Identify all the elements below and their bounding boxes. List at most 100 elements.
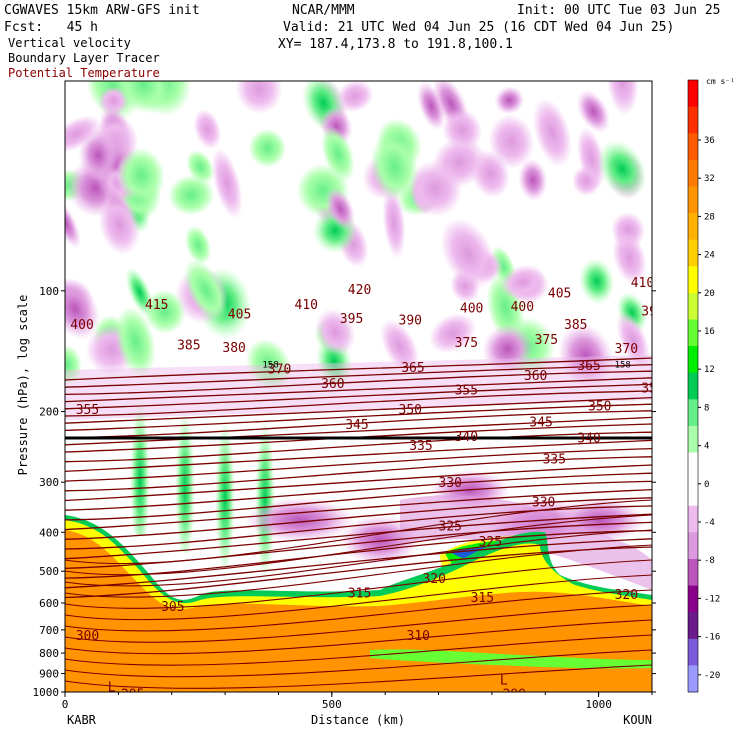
y-tick-label: 900 <box>39 668 59 681</box>
theta-contour <box>65 357 652 381</box>
wave-blob <box>488 114 535 169</box>
wave-blob <box>325 187 356 231</box>
theta-label: 335 <box>543 453 566 468</box>
colorbar-tick-label: -4 <box>704 518 715 528</box>
wave-blob <box>336 81 374 113</box>
colorbar-tick-label: 16 <box>704 327 715 337</box>
theta-contour <box>65 396 652 424</box>
wave-blob <box>612 230 647 285</box>
theta-contour <box>65 544 652 598</box>
theta-label: 355 <box>455 383 478 398</box>
theta-label: 345 <box>529 416 552 431</box>
wave-blob <box>321 126 355 182</box>
colorbar-tick-label: 28 <box>704 212 715 222</box>
theta-label: 410 <box>295 298 318 313</box>
colorbar: 36 32 28 24 20 16 12 8 4 0 -4 -8 -12 -16 -20 <box>687 79 720 693</box>
theta-label: 380 <box>222 341 245 356</box>
surface-label: L <box>108 680 116 695</box>
wave-blob <box>65 278 100 340</box>
theta-label: 400 <box>511 300 534 315</box>
colorbar-tick-label: -8 <box>704 556 715 566</box>
colorbar-swatch <box>688 399 698 427</box>
y-axis-label: Pressure (hPa), log scale <box>16 295 30 476</box>
theta-contour <box>65 619 652 655</box>
theta-contour <box>65 416 652 446</box>
wave-blob <box>144 289 186 335</box>
theta-label: 395 <box>340 312 363 327</box>
y-tick-label: 200 <box>39 406 59 419</box>
colorbar-swatch <box>688 532 698 560</box>
theta-label: 305 <box>161 600 184 615</box>
theta-contour <box>65 410 652 439</box>
colorbar-swatch <box>688 292 698 320</box>
theta-contour <box>65 497 652 540</box>
theta-label: 320 <box>423 572 446 587</box>
theta-label: 340 <box>577 431 600 446</box>
y-tick-label: 300 <box>39 476 59 489</box>
wave-blob <box>370 133 419 201</box>
x-axis: 0 500 1000 <box>62 692 653 711</box>
y-tick-label: 500 <box>39 565 59 578</box>
theta-label: 330 <box>439 476 462 491</box>
y-tick-label: 700 <box>39 624 59 637</box>
theta-label: 415 <box>145 298 168 313</box>
x-tick-label: 0 <box>62 698 69 711</box>
wave-blob <box>248 128 287 168</box>
theta-label: 350 <box>588 399 611 414</box>
wave-blob <box>168 174 215 216</box>
colorbar-unit-label: cm s⁻¹ <box>706 77 735 86</box>
theta-label: 315 <box>348 587 371 602</box>
wave-blob <box>246 338 292 391</box>
colorbar-swatch <box>688 479 698 507</box>
boundary-layer-orange <box>65 530 652 692</box>
plot-frame <box>64 80 653 693</box>
theta-label: 340 <box>455 430 478 445</box>
theta-label: 410 <box>631 276 654 291</box>
theta-contour <box>65 403 652 432</box>
convective-plume <box>130 400 150 560</box>
wave-blob <box>211 148 243 219</box>
theta-contour <box>65 377 652 403</box>
tropopause-label: 158 <box>262 361 278 371</box>
theta-label: 315 <box>471 591 494 606</box>
theta-contour <box>65 447 652 482</box>
theta-label: 385 <box>177 338 200 353</box>
theta-label: 365 <box>401 361 424 376</box>
theta-label: 300 <box>76 629 99 644</box>
colorbar-swatch <box>688 585 698 613</box>
x-tick-label: 500 <box>322 698 342 711</box>
colorbar-swatch <box>688 266 698 294</box>
theta-label: 325 <box>439 520 462 535</box>
wave-blob <box>315 308 356 356</box>
y-tick-label: 100 <box>39 285 59 298</box>
theta-contour <box>65 383 652 410</box>
wave-blob <box>193 109 222 150</box>
theta-label: 405 <box>228 308 251 323</box>
y-tick-label: 1000 <box>33 686 60 699</box>
colorbar-swatch <box>688 213 698 240</box>
surface-label: 299 <box>503 688 526 703</box>
wave-blob <box>183 259 228 322</box>
x-tick-label: 1000 <box>585 698 612 711</box>
wave-blob <box>518 158 548 202</box>
theta-contour-lines <box>65 357 652 689</box>
colorbar-swatch <box>688 372 698 400</box>
theta-contour <box>65 488 652 531</box>
colorbar-swatch <box>688 319 698 347</box>
colorbar-swatch <box>688 346 698 374</box>
organization-label: NCAR/MMM <box>292 3 355 18</box>
theta-label: 330 <box>532 495 555 510</box>
field-vertical-velocity: Vertical velocity <box>8 36 131 50</box>
theta-label: 365 <box>577 359 600 374</box>
theta-label: 400 <box>460 301 483 316</box>
colorbar-tick-label: 32 <box>704 174 715 184</box>
wave-blob <box>115 306 156 377</box>
wave-blob <box>616 311 651 369</box>
theta-contour <box>65 604 652 643</box>
wave-blob <box>116 81 171 114</box>
wave-blob <box>65 115 102 153</box>
theta-label: 345 <box>345 418 368 433</box>
valid-time: Valid: 21 UTC Wed 04 Jun 25 (16 CDT Wed … <box>283 20 675 35</box>
colorbar-swatch <box>688 425 698 453</box>
theta-contour <box>65 456 652 492</box>
